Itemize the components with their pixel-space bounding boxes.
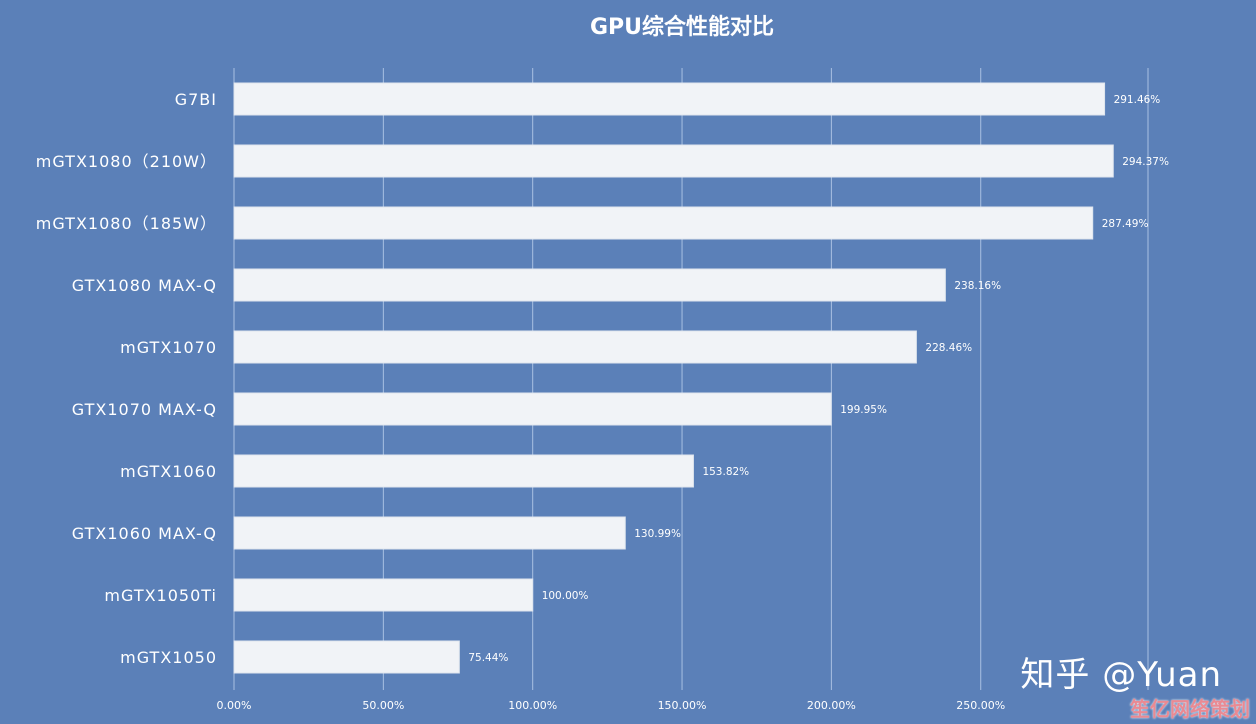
category-label: GTX1060 MAX-Q: [72, 524, 217, 543]
value-label: 153.82%: [702, 466, 749, 478]
zhihu-watermark: 知乎 @Yuan: [1020, 655, 1222, 695]
category-label: mGTX1070: [120, 338, 217, 357]
value-label: 75.44%: [468, 652, 508, 664]
category-label: G7BI: [175, 90, 217, 109]
x-tick-label: 0.00%: [217, 699, 252, 712]
x-tick-label: 150.00%: [658, 699, 707, 712]
bar: [233, 392, 832, 426]
bar: [233, 454, 694, 488]
bar: [233, 640, 460, 674]
value-label: 130.99%: [634, 528, 681, 540]
category-label: GTX1070 MAX-Q: [72, 400, 217, 419]
category-label: mGTX1050: [120, 648, 217, 667]
value-label: 291.46%: [1114, 94, 1161, 106]
value-label: 287.49%: [1102, 218, 1149, 230]
category-label: mGTX1050Ti: [104, 586, 217, 605]
bar: [233, 268, 946, 302]
x-tick-label: 100.00%: [508, 699, 557, 712]
category-label: mGTX1060: [120, 462, 217, 481]
category-label: mGTX1080（210W）: [36, 152, 217, 171]
category-label: GTX1080 MAX-Q: [72, 276, 217, 295]
value-label: 100.00%: [542, 590, 589, 602]
x-tick-label: 200.00%: [807, 699, 856, 712]
x-tick-label: 50.00%: [362, 699, 404, 712]
value-label: 228.46%: [925, 342, 972, 354]
value-label: 294.37%: [1122, 156, 1169, 168]
bar: [233, 144, 1114, 178]
bar: [233, 578, 534, 612]
bar: [233, 516, 626, 550]
x-tick-label: 250.00%: [956, 699, 1005, 712]
bar: [233, 82, 1106, 116]
site-watermark: 笙亿网络策划: [1130, 697, 1250, 721]
bar: [233, 330, 917, 364]
value-label: 238.16%: [954, 280, 1001, 292]
category-label: mGTX1080（185W）: [36, 214, 217, 233]
value-label: 199.95%: [840, 404, 887, 416]
bar: [233, 206, 1094, 240]
chart-title: GPU综合性能对比: [590, 14, 774, 40]
